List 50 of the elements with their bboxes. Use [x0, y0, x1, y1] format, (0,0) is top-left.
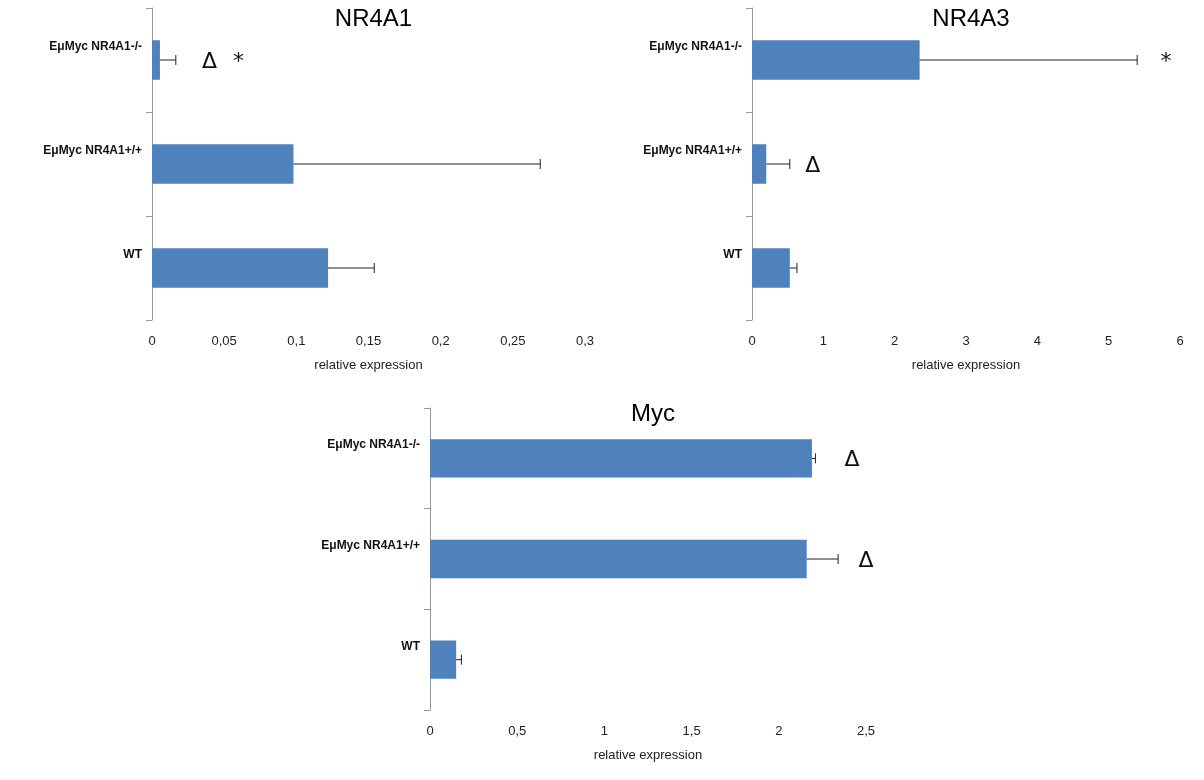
x-tick-label: 0,5	[508, 723, 527, 738]
chart-title: NR4A3	[932, 3, 1010, 31]
y-tick-label: WT	[723, 247, 743, 261]
x-tick-label: 0,25	[500, 333, 526, 348]
x-tick-label: 0,15	[355, 333, 382, 348]
y-tick-label: EμMyc NR4A1-/-	[327, 437, 420, 452]
annotation: *	[1160, 47, 1172, 73]
annotation: Δ	[202, 47, 218, 73]
x-tick-label: 2	[891, 333, 899, 348]
x-tick-label: 2	[775, 723, 783, 738]
annotation: Δ	[858, 546, 874, 572]
x-tick-label: 0,1	[287, 333, 306, 348]
x-axis-title: relative expression	[314, 357, 423, 372]
bar	[752, 144, 767, 184]
x-tick-label: 1	[819, 333, 827, 348]
x-tick-label: 3	[962, 333, 970, 348]
x-tick-label: 0,3	[575, 333, 595, 348]
chart-title: Myc	[631, 398, 675, 426]
bar	[152, 248, 329, 288]
annotation: *	[233, 47, 245, 73]
x-tick-label: 4	[1033, 333, 1041, 348]
annotation: Δ	[844, 445, 860, 471]
x-tick-label: 0	[148, 333, 156, 348]
bar	[430, 640, 457, 679]
y-tick-label: WT	[123, 247, 143, 261]
annotation: Δ	[805, 151, 821, 177]
bar	[430, 439, 812, 478]
x-tick-label: 5	[1105, 333, 1113, 348]
y-tick-label: WT	[401, 638, 421, 653]
x-axis-title: relative expression	[593, 747, 703, 762]
x-tick-label: 1,5	[682, 723, 701, 738]
y-tick-label: EμMyc NR4A1+/+	[43, 143, 142, 157]
x-tick-label: 0	[748, 333, 756, 348]
chart-title: NR4A1	[334, 3, 413, 31]
bar	[152, 144, 294, 184]
y-tick-label: EμMyc NR4A1+/+	[321, 538, 420, 552]
y-tick-label: EμMyc NR4A1+/+	[643, 143, 742, 157]
bar	[430, 539, 807, 579]
x-tick-label: 6	[1176, 333, 1184, 348]
x-tick-label: 2,5	[856, 723, 876, 738]
x-tick-label: 0,2	[431, 333, 450, 348]
bar	[152, 40, 160, 80]
x-tick-label: 1	[600, 723, 609, 738]
bar	[752, 40, 920, 80]
x-tick-label: 0	[426, 723, 434, 738]
y-tick-label: EμMyc NR4A1-/-	[49, 39, 142, 53]
x-axis-title: relative expression	[911, 357, 1021, 372]
y-tick-label: EμMyc NR4A1-/-	[649, 39, 742, 53]
x-tick-label: 0,05	[211, 333, 237, 348]
bar	[752, 248, 790, 288]
